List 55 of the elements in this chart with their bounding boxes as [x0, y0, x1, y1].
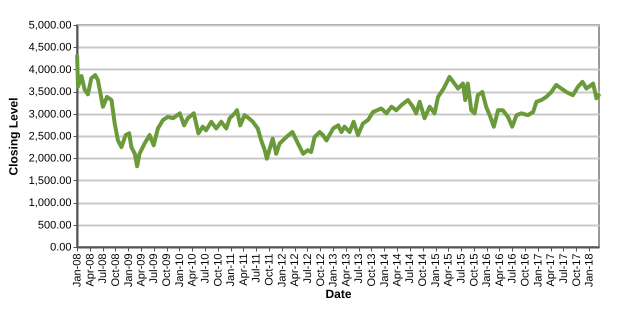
x-tick-label: Apr-12 [289, 254, 302, 287]
x-tick-label: Jan-18 [584, 254, 596, 288]
x-tick-label: Oct-11 [263, 254, 276, 286]
x-tick-label: Jan-17 [532, 254, 545, 288]
x-tick-label: Apr-13 [340, 254, 352, 287]
x-tick-label: Jan-11 [225, 254, 238, 286]
x-tick-label: Oct-14 [417, 254, 430, 287]
y-tick-label: 4,000.00 [28, 64, 72, 76]
x-tick-label: Oct-17 [570, 254, 583, 287]
x-tick-label: Apr-16 [494, 254, 506, 287]
x-tick-label: Oct-08 [110, 254, 122, 287]
x-tick-label: Oct-15 [468, 254, 480, 287]
x-tick-label: Apr-09 [135, 254, 148, 287]
x-tick-label: Jul-16 [506, 254, 519, 284]
y-tick-label: 0.00 [50, 242, 72, 254]
x-tick-label: Apr-08 [84, 254, 96, 287]
x-tick-label: Jul-15 [455, 254, 468, 284]
x-tick-label: Apr-10 [186, 254, 199, 287]
y-axis-title: Closing Level [6, 97, 21, 176]
x-tick-label: Apr-17 [545, 254, 558, 287]
y-tick-label: 4,500.00 [28, 42, 72, 54]
line-series [75, 54, 601, 168]
x-tick-label: Jan-13 [328, 254, 340, 288]
y-tick-label: 1,000.00 [28, 197, 72, 210]
x-tick-label: Jul-14 [404, 254, 416, 284]
x-tick-label: Jul-13 [353, 254, 366, 284]
y-tick-label: 1,500.00 [28, 174, 72, 187]
x-tick-label: Jan-15 [430, 254, 442, 288]
x-tick-label: Jan-16 [481, 254, 494, 288]
x-tick-label: Oct-12 [314, 254, 327, 287]
x-tick-label: Oct-09 [161, 254, 174, 287]
x-tick-label: Apr-15 [442, 254, 455, 287]
y-tick-label: 2,500.00 [28, 130, 72, 142]
x-tick-label: Jul-08 [97, 254, 110, 284]
x-tick-label: Jan-08 [72, 254, 84, 288]
x-tick-label: Apr-14 [391, 254, 404, 287]
x-tick-label: Oct-10 [212, 254, 224, 287]
x-tick-label: Jan-09 [122, 254, 135, 288]
y-tick-label: 2,000.00 [28, 152, 72, 165]
y-tick-label: 3,000.00 [28, 108, 72, 120]
x-tick-label: Jul-11 [250, 254, 263, 283]
y-tick-label: 3,500.00 [28, 86, 72, 98]
x-tick-label: Apr-11 [238, 254, 250, 286]
x-axis-title: Date [325, 287, 352, 302]
x-tick-label: Jan-14 [378, 254, 391, 288]
x-tick-label: Oct-16 [520, 254, 532, 287]
x-tick-label: Jul-12 [302, 254, 314, 284]
x-tick-label: Oct-13 [366, 254, 378, 287]
x-tick-label: Jan-12 [276, 254, 288, 288]
y-tick-label: 500.00 [38, 219, 72, 232]
x-tick-label: Jul-10 [199, 254, 212, 284]
y-tick-label: 5,000.00 [28, 20, 72, 32]
x-tick-label: Jul-17 [558, 254, 570, 284]
x-tick-label: Jul-09 [148, 254, 160, 284]
x-tick-label: Jan-10 [174, 254, 186, 288]
